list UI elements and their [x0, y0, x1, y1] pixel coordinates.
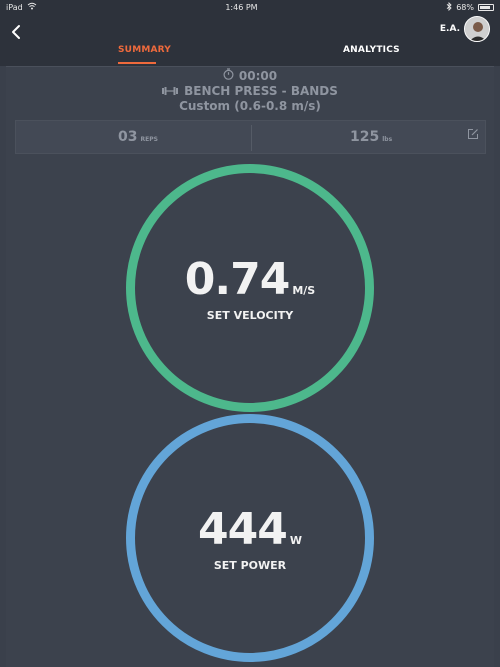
exercise-row: BENCH PRESS - BANDS	[0, 84, 500, 98]
status-time: 1:46 PM	[225, 2, 258, 12]
exercise-name: BENCH PRESS - BANDS	[184, 84, 338, 98]
reps-value: 03	[118, 129, 138, 145]
active-tab-indicator	[118, 62, 156, 64]
timer-value: 00:00	[238, 68, 278, 83]
velocity-value: 0.74	[184, 254, 291, 305]
reps-unit: REPS	[140, 136, 158, 143]
weight-unit: lbs	[382, 136, 393, 143]
barbell-icon	[162, 84, 179, 98]
user-initials: E.A.	[439, 24, 460, 34]
back-chevron-icon	[12, 25, 20, 39]
back-button[interactable]	[6, 20, 26, 44]
stats-divider	[251, 125, 252, 151]
set-power-ring: 444 W SET POWER	[126, 414, 374, 662]
power-unit: W	[289, 534, 302, 547]
device-name: iPad	[6, 2, 23, 12]
velocity-label: SET VELOCITY	[206, 309, 294, 322]
power-value: 444	[198, 504, 288, 555]
battery-icon	[478, 3, 494, 11]
tab-summary[interactable]: SUMMARY	[118, 45, 172, 55]
weight-stat: 125 lbs	[350, 129, 392, 145]
status-bar: iPad 1:46 PM 68%	[0, 0, 500, 14]
power-label: SET POWER	[213, 559, 287, 572]
set-stats-card: 03 REPS 125 lbs	[15, 120, 486, 154]
battery-percent: 68%	[456, 2, 474, 12]
edit-icon	[468, 129, 478, 139]
timer-row: 00:00	[0, 68, 500, 83]
stopwatch-icon	[223, 68, 234, 83]
tab-analytics[interactable]: ANALYTICS	[343, 45, 400, 55]
set-velocity-ring: 0.74 M/S SET VELOCITY	[126, 164, 374, 412]
velocity-unit: M/S	[292, 284, 316, 297]
user-profile[interactable]: E.A.	[440, 16, 490, 42]
nav-bar: E.A. SUMMARY ANALYTICS	[0, 14, 500, 66]
velocity-preset: Custom (0.6-0.8 m/s)	[179, 99, 321, 113]
bluetooth-icon	[446, 1, 452, 13]
edit-button[interactable]	[467, 125, 479, 139]
reps-stat: 03 REPS	[118, 129, 158, 145]
avatar[interactable]	[464, 16, 490, 42]
weight-value: 125	[350, 129, 380, 145]
wifi-icon	[27, 2, 37, 12]
